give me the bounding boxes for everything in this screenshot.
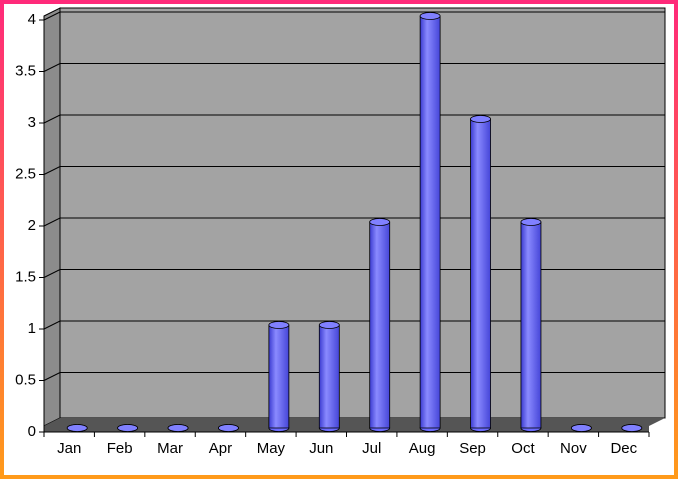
x-tick-label: Oct [511,440,535,457]
y-tick-label: 3.5 [15,62,36,79]
bar-top [470,115,491,123]
bar-top [520,218,542,226]
bar [369,221,391,429]
y-tick-label: 4 [28,11,36,28]
bar-top [167,424,189,432]
bar-top [268,321,290,329]
bar [318,324,340,429]
bar [520,221,542,429]
bar-top [66,424,88,432]
grid-line [43,11,665,21]
x-tick-label: Feb [107,440,133,457]
bar [470,118,491,429]
grid-line [43,217,665,227]
y-tick-label: 2.5 [15,165,36,182]
back-wall [59,7,666,419]
y-tick-label: 3 [28,114,36,131]
x-tick-label: Dec [610,440,637,457]
y-tick-label: 0 [28,423,36,440]
x-tick-label: May [257,440,286,457]
floor [44,418,665,432]
y-tick-label: 1.5 [15,268,36,285]
grid-line [43,269,665,278]
bar-top [621,424,643,432]
x-tick-label: Apr [209,440,232,457]
x-tick-label: Jan [57,440,81,457]
x-tick-label: Sep [459,440,486,457]
grid-line [43,372,665,381]
bar-top [318,321,340,329]
chart: 0 0.5 1 1.5 2 2.5 3 3.5 4 Jan Feb Mar Apr May Jun Jul Au… [15,7,666,457]
bar-top [570,424,592,432]
x-tick-label: Jul [362,440,381,457]
bar-top [419,12,441,20]
grid-line [43,320,665,330]
x-tick-label: Jun [309,440,333,457]
x-tick-label: Mar [157,440,183,457]
bar [268,324,290,429]
bar-top [369,218,391,226]
bar [419,15,441,429]
bar-top [117,424,139,432]
x-tick-label: Aug [409,440,436,457]
grid-line [43,166,665,175]
x-tick-label: Nov [560,440,587,457]
grid-line [43,114,665,124]
y-tick-label: 0.5 [15,371,36,388]
grid-line [43,63,665,72]
y-tick-label: 1 [28,320,36,337]
y-tick-label: 2 [28,217,36,234]
bar-top [218,424,239,432]
